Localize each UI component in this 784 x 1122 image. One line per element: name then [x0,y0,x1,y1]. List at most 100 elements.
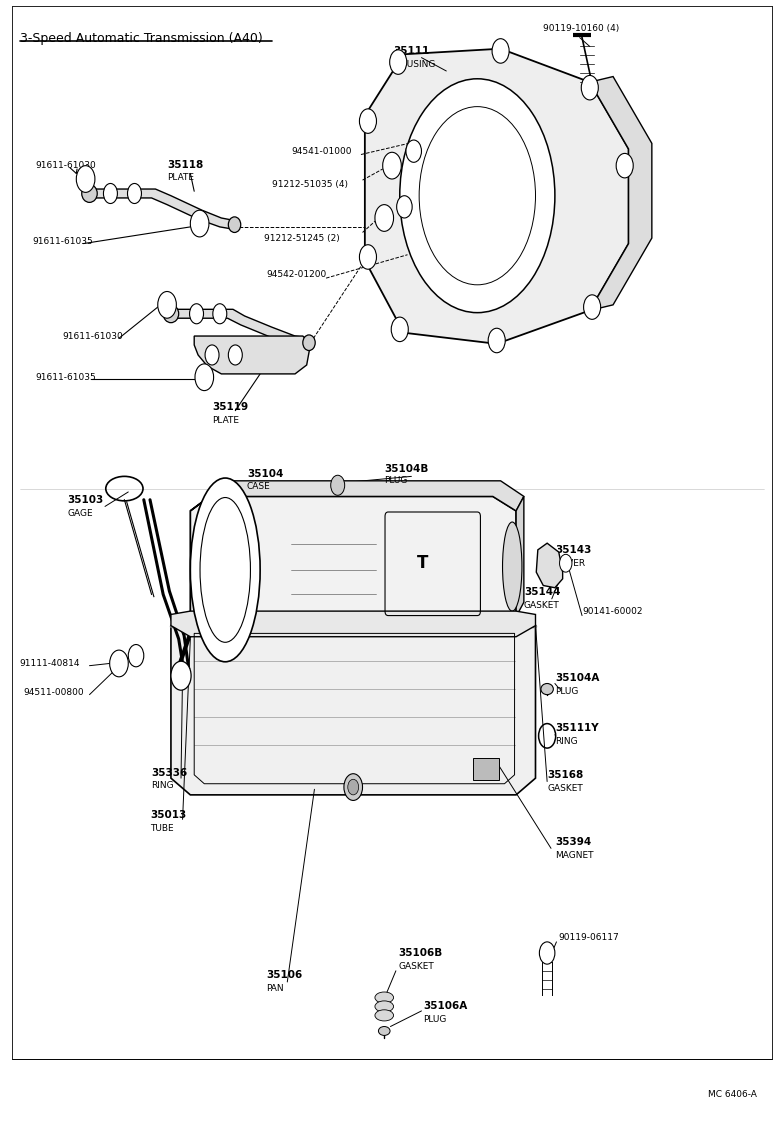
Text: B: B [382,215,387,221]
Text: 91611-61030: 91611-61030 [63,331,123,341]
Circle shape [128,184,141,203]
Text: 35106A: 35106A [423,1002,467,1011]
Text: GASKET: GASKET [524,601,560,610]
Text: 35104A: 35104A [555,673,599,683]
Ellipse shape [379,1027,390,1036]
Text: W: W [411,149,417,154]
Text: PLUG: PLUG [384,477,408,486]
Polygon shape [171,310,310,347]
Circle shape [228,344,242,365]
Circle shape [76,166,95,192]
Text: T: T [417,554,429,572]
Polygon shape [365,48,629,343]
Circle shape [359,109,376,134]
FancyBboxPatch shape [474,758,499,781]
Ellipse shape [82,185,97,202]
Text: 35111: 35111 [394,46,430,56]
Text: 91111-40814: 91111-40814 [20,659,80,668]
Text: PLATE: PLATE [167,174,194,183]
Circle shape [344,774,362,800]
Polygon shape [516,496,524,617]
Circle shape [212,304,227,324]
Text: 90119-06117: 90119-06117 [558,932,619,942]
Text: B: B [390,163,394,168]
Text: 90119-10160 (4): 90119-10160 (4) [543,25,619,34]
Circle shape [583,295,601,320]
Ellipse shape [375,1010,394,1021]
Polygon shape [171,626,535,794]
Text: 35144: 35144 [524,587,561,597]
Text: 35336: 35336 [151,767,188,778]
Text: TUBE: TUBE [150,824,173,833]
Polygon shape [171,611,535,636]
Circle shape [103,184,118,203]
Ellipse shape [375,1001,394,1012]
Circle shape [383,153,401,180]
Text: PLUG: PLUG [555,687,579,696]
Text: 94541-01000: 94541-01000 [291,147,352,156]
Circle shape [390,49,407,74]
Text: 90141-60002: 90141-60002 [582,607,643,616]
Circle shape [616,154,633,178]
Text: PLATE: PLATE [212,416,239,425]
Polygon shape [191,481,524,511]
Circle shape [488,329,505,352]
Circle shape [397,195,412,218]
Text: 35106B: 35106B [398,948,442,958]
Circle shape [205,344,219,365]
Circle shape [375,204,394,231]
Circle shape [560,554,572,572]
Circle shape [195,364,213,390]
Text: B: B [165,302,169,307]
Ellipse shape [191,478,260,662]
Text: PLUG: PLUG [423,1015,446,1024]
Polygon shape [191,496,516,636]
Circle shape [492,38,509,63]
Polygon shape [536,543,563,588]
Text: 35111Y: 35111Y [555,723,598,733]
Circle shape [359,245,376,269]
Text: COVER: COVER [555,559,586,568]
Text: 35106: 35106 [267,971,303,981]
Circle shape [110,650,129,677]
Text: 35143: 35143 [555,545,591,555]
Circle shape [190,304,204,324]
Text: 94542-01200: 94542-01200 [267,270,327,279]
Text: PAN: PAN [267,984,284,993]
Circle shape [539,941,555,964]
Text: RING: RING [555,737,578,746]
Polygon shape [194,337,310,374]
Text: MC 6406-A: MC 6406-A [708,1089,757,1098]
Ellipse shape [541,683,554,695]
Text: 3-Speed Automatic Transmission (A40): 3-Speed Automatic Transmission (A40) [20,33,263,45]
Polygon shape [89,188,233,229]
Circle shape [348,780,358,794]
Text: 91212-51245 (2): 91212-51245 (2) [264,233,339,242]
Ellipse shape [228,217,241,232]
Ellipse shape [303,335,315,350]
Text: CASE: CASE [247,481,270,491]
Text: GASKET: GASKET [547,783,583,792]
Polygon shape [590,76,652,311]
Circle shape [406,140,422,163]
Text: W: W [133,653,139,659]
Text: 91611-61030: 91611-61030 [35,162,96,171]
Text: GASKET: GASKET [398,962,434,971]
Text: MAGNET: MAGNET [555,850,593,859]
Text: 35394: 35394 [555,837,591,847]
Text: 35118: 35118 [167,159,203,169]
Text: B: B [116,661,122,666]
Circle shape [391,318,408,341]
Text: 35119: 35119 [212,403,249,412]
Text: GAGE: GAGE [67,508,93,517]
Text: 35103: 35103 [67,495,104,505]
Text: 35013: 35013 [150,810,187,820]
Text: 91611-61035: 91611-61035 [33,237,93,246]
Text: RING: RING [151,781,174,791]
Ellipse shape [503,522,522,611]
Text: B: B [83,176,89,182]
Circle shape [331,476,345,495]
Circle shape [129,644,143,666]
Text: 91212-51035 (4): 91212-51035 (4) [272,180,348,190]
Ellipse shape [375,992,394,1003]
